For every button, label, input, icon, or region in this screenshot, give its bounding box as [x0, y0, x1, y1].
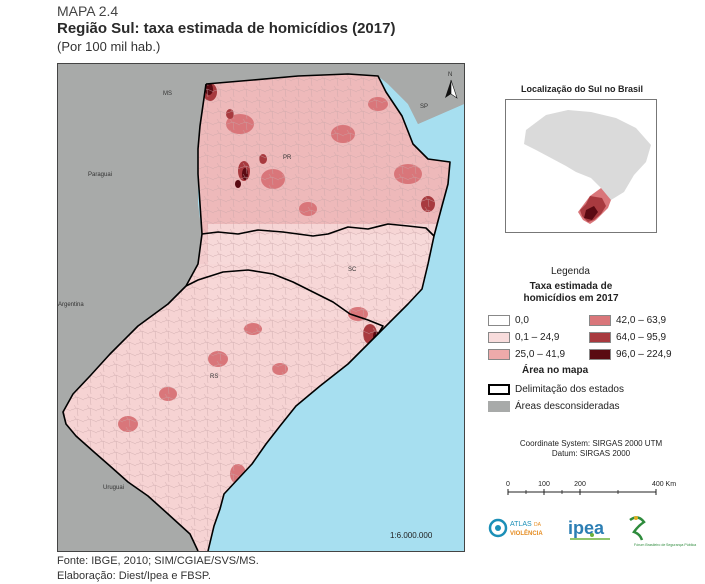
north-arrow-icon: N [445, 72, 458, 99]
ipea-logo-icon: ipea [568, 518, 610, 540]
svg-text:ipea: ipea [568, 518, 605, 538]
map-frame: MS SP Paraguai Argentina Uruguai PR SC R… [57, 63, 465, 552]
atlas-logo-icon: ATLAS DA VIOLÊNCIA [488, 518, 543, 538]
svg-text:N: N [448, 72, 452, 78]
legend-item: 25,0 – 41,9 [488, 348, 565, 360]
legend-swatch [488, 383, 510, 395]
legend-swatch [589, 314, 611, 326]
map-scale-ratio: 1:6.000.000 [390, 531, 433, 540]
legend-item: 0,0 [488, 314, 529, 326]
legend-swatch [488, 331, 510, 343]
fbsp-logo-icon: Fórum Brasileiro de Segurança Pública [629, 516, 696, 547]
logo-strip: ATLAS DA VIOLÊNCIA ipea Fórum Brasileiro… [488, 516, 696, 547]
label-pr: PR [283, 155, 292, 161]
legend-item: 0,1 – 24,9 [488, 331, 559, 343]
brazil-inset-map [524, 110, 651, 224]
label-sp: SP [420, 104, 428, 110]
label-uruguai: Uruguai [103, 485, 124, 491]
label-argentina: Argentina [58, 302, 84, 308]
label-sc: SC [348, 267, 357, 273]
legend-item-disregarded: Áreas desconsideradas [488, 400, 620, 412]
svg-text:200: 200 [574, 481, 586, 488]
label-ms: MS [163, 91, 172, 97]
legend-swatch [488, 314, 510, 326]
label-rs: RS [210, 374, 218, 380]
inset-map [505, 99, 657, 233]
legend-item: 42,0 – 63,9 [589, 314, 666, 326]
datum: Datum: SIRGAS 2000 [551, 449, 631, 458]
legend-subtitle: Taxa estimada de homicídios em 2017 [523, 281, 619, 304]
map-label: MAPA 2.4 [57, 3, 119, 19]
logos: ATLAS DA VIOLÊNCIA ipea Fórum Brasileiro… [488, 512, 700, 548]
svg-text:400 Km: 400 Km [652, 481, 676, 488]
map-canvas: MS SP Paraguai Argentina Uruguai PR SC R… [58, 64, 464, 551]
legend-swatch [589, 331, 611, 343]
scale-bar: 0 100 200 400 Km [506, 481, 676, 495]
svg-text:0: 0 [506, 481, 510, 488]
svg-text:100: 100 [538, 481, 550, 488]
map-subtitle: (Por 100 mil hab.) [57, 39, 161, 54]
legend-item: 96,0 – 224,9 [589, 348, 672, 360]
legend-swatch [488, 400, 510, 412]
source-note: Fonte: IBGE, 2010; SIM/CGIAE/SVS/MS. [57, 555, 259, 567]
svg-text:Fórum Brasileiro de: Fórum Brasileiro de [634, 543, 665, 547]
legend-swatch [589, 348, 611, 360]
svg-text:Segurança Pública: Segurança Pública [666, 543, 696, 547]
inset-title: Localização do Sul no Brasil [521, 84, 644, 94]
legend-item-state-limits: Delimitação dos estados [488, 383, 624, 395]
legend-title: Legenda [551, 266, 590, 277]
svg-text:DA: DA [534, 522, 542, 528]
map-title: Região Sul: taxa estimada de homicídios … [57, 20, 396, 37]
elaboration-note: Elaboração: Diest/Ipea e FBSP. [57, 570, 211, 582]
coordinate-system: Coordinate System: SIRGAS 2000 UTM [519, 439, 663, 448]
svg-text:ATLAS: ATLAS [510, 521, 532, 528]
legend-item: 64,0 – 95,9 [589, 331, 666, 343]
legend-swatch [488, 348, 510, 360]
label-paraguai: Paraguai [88, 172, 112, 178]
svg-text:VIOLÊNCIA: VIOLÊNCIA [510, 529, 543, 537]
legend-area-title: Área no mapa [522, 365, 589, 376]
